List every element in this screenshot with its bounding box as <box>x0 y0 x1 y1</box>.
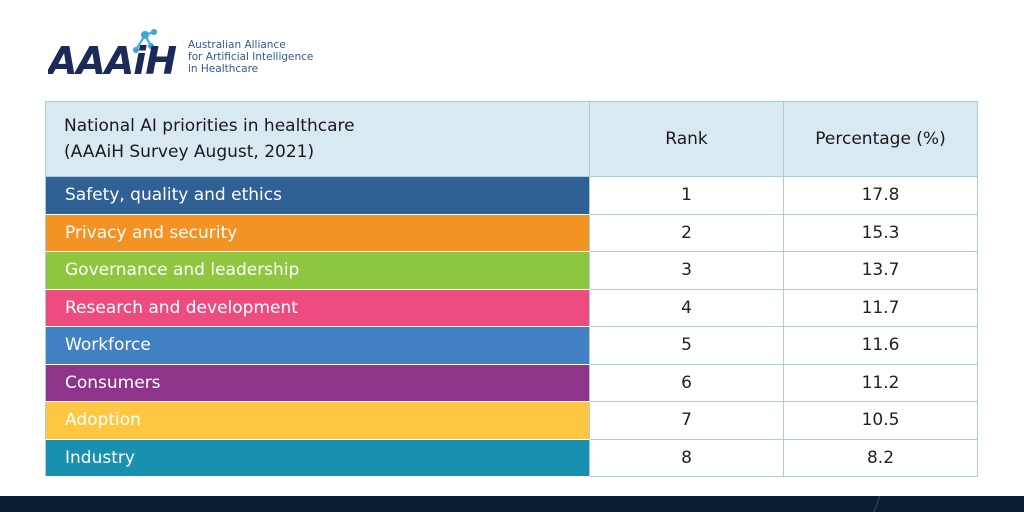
rank-cell: 8 <box>589 438 784 477</box>
column-header-priority-title: National AI priorities in healthcare <box>64 116 355 136</box>
rank-cell: 2 <box>589 213 784 252</box>
priorities-table: National AI priorities in healthcare (AA… <box>45 101 978 477</box>
percentage-cell: 15.3 <box>783 213 978 252</box>
table-header-row: National AI priorities in healthcare (AA… <box>45 101 978 177</box>
footer-decoration <box>873 496 881 512</box>
table-row: Workforce 5 11.6 <box>45 326 978 365</box>
table-row: Privacy and security 2 15.3 <box>45 213 978 252</box>
percentage-cell: 11.7 <box>783 288 978 327</box>
aaaih-logo-lettering: AAAiH <box>48 39 176 78</box>
table-row: Consumers 6 11.2 <box>45 363 978 402</box>
percentage-cell: 10.5 <box>783 401 978 440</box>
rank-cell: 3 <box>589 251 784 290</box>
column-header-percentage: Percentage (%) <box>783 101 978 177</box>
footer-band <box>0 496 1024 512</box>
rank-cell: 7 <box>589 401 784 440</box>
priority-cell: Adoption <box>45 401 590 440</box>
column-header-priority-subtitle: (AAAiH Survey August, 2021) <box>64 142 315 162</box>
priority-cell: Workforce <box>45 326 590 365</box>
percentage-cell: 17.8 <box>783 176 978 215</box>
column-header-priority: National AI priorities in healthcare (AA… <box>45 101 590 177</box>
table-body: Safety, quality and ethics 1 17.8 Privacy a… <box>45 176 978 477</box>
priority-cell: Research and development <box>45 288 590 327</box>
aaaih-logo-text: Australian Alliance for Artificial Intel… <box>188 39 313 75</box>
rank-cell: 1 <box>589 176 784 215</box>
logo-line-1: Australian Alliance <box>188 39 286 51</box>
table-row: Safety, quality and ethics 1 17.8 <box>45 176 978 215</box>
percentage-cell: 8.2 <box>783 438 978 477</box>
column-header-rank: Rank <box>589 101 784 177</box>
aaaih-logo: AAAiH Australian Alliance for Artificial… <box>48 26 318 78</box>
rank-cell: 5 <box>589 326 784 365</box>
table-row: Research and development 4 11.7 <box>45 288 978 327</box>
priority-cell: Industry <box>45 438 590 477</box>
table-row: Governance and leadership 3 13.7 <box>45 251 978 290</box>
percentage-cell: 11.2 <box>783 363 978 402</box>
table-row: Industry 8 8.2 <box>45 438 978 477</box>
priority-cell: Consumers <box>45 363 590 402</box>
logo-line-2: for Artificial Intelligence <box>188 51 314 63</box>
table-row: Adoption 7 10.5 <box>45 401 978 440</box>
aaaih-logo-mark: AAAiH <box>48 29 177 78</box>
priority-cell: Safety, quality and ethics <box>45 176 590 215</box>
rank-cell: 4 <box>589 288 784 327</box>
priority-cell: Privacy and security <box>45 213 590 252</box>
priority-cell: Governance and leadership <box>45 251 590 290</box>
rank-cell: 6 <box>589 363 784 402</box>
percentage-cell: 11.6 <box>783 326 978 365</box>
logo-line-3: in Healthcare <box>188 63 259 75</box>
percentage-cell: 13.7 <box>783 251 978 290</box>
